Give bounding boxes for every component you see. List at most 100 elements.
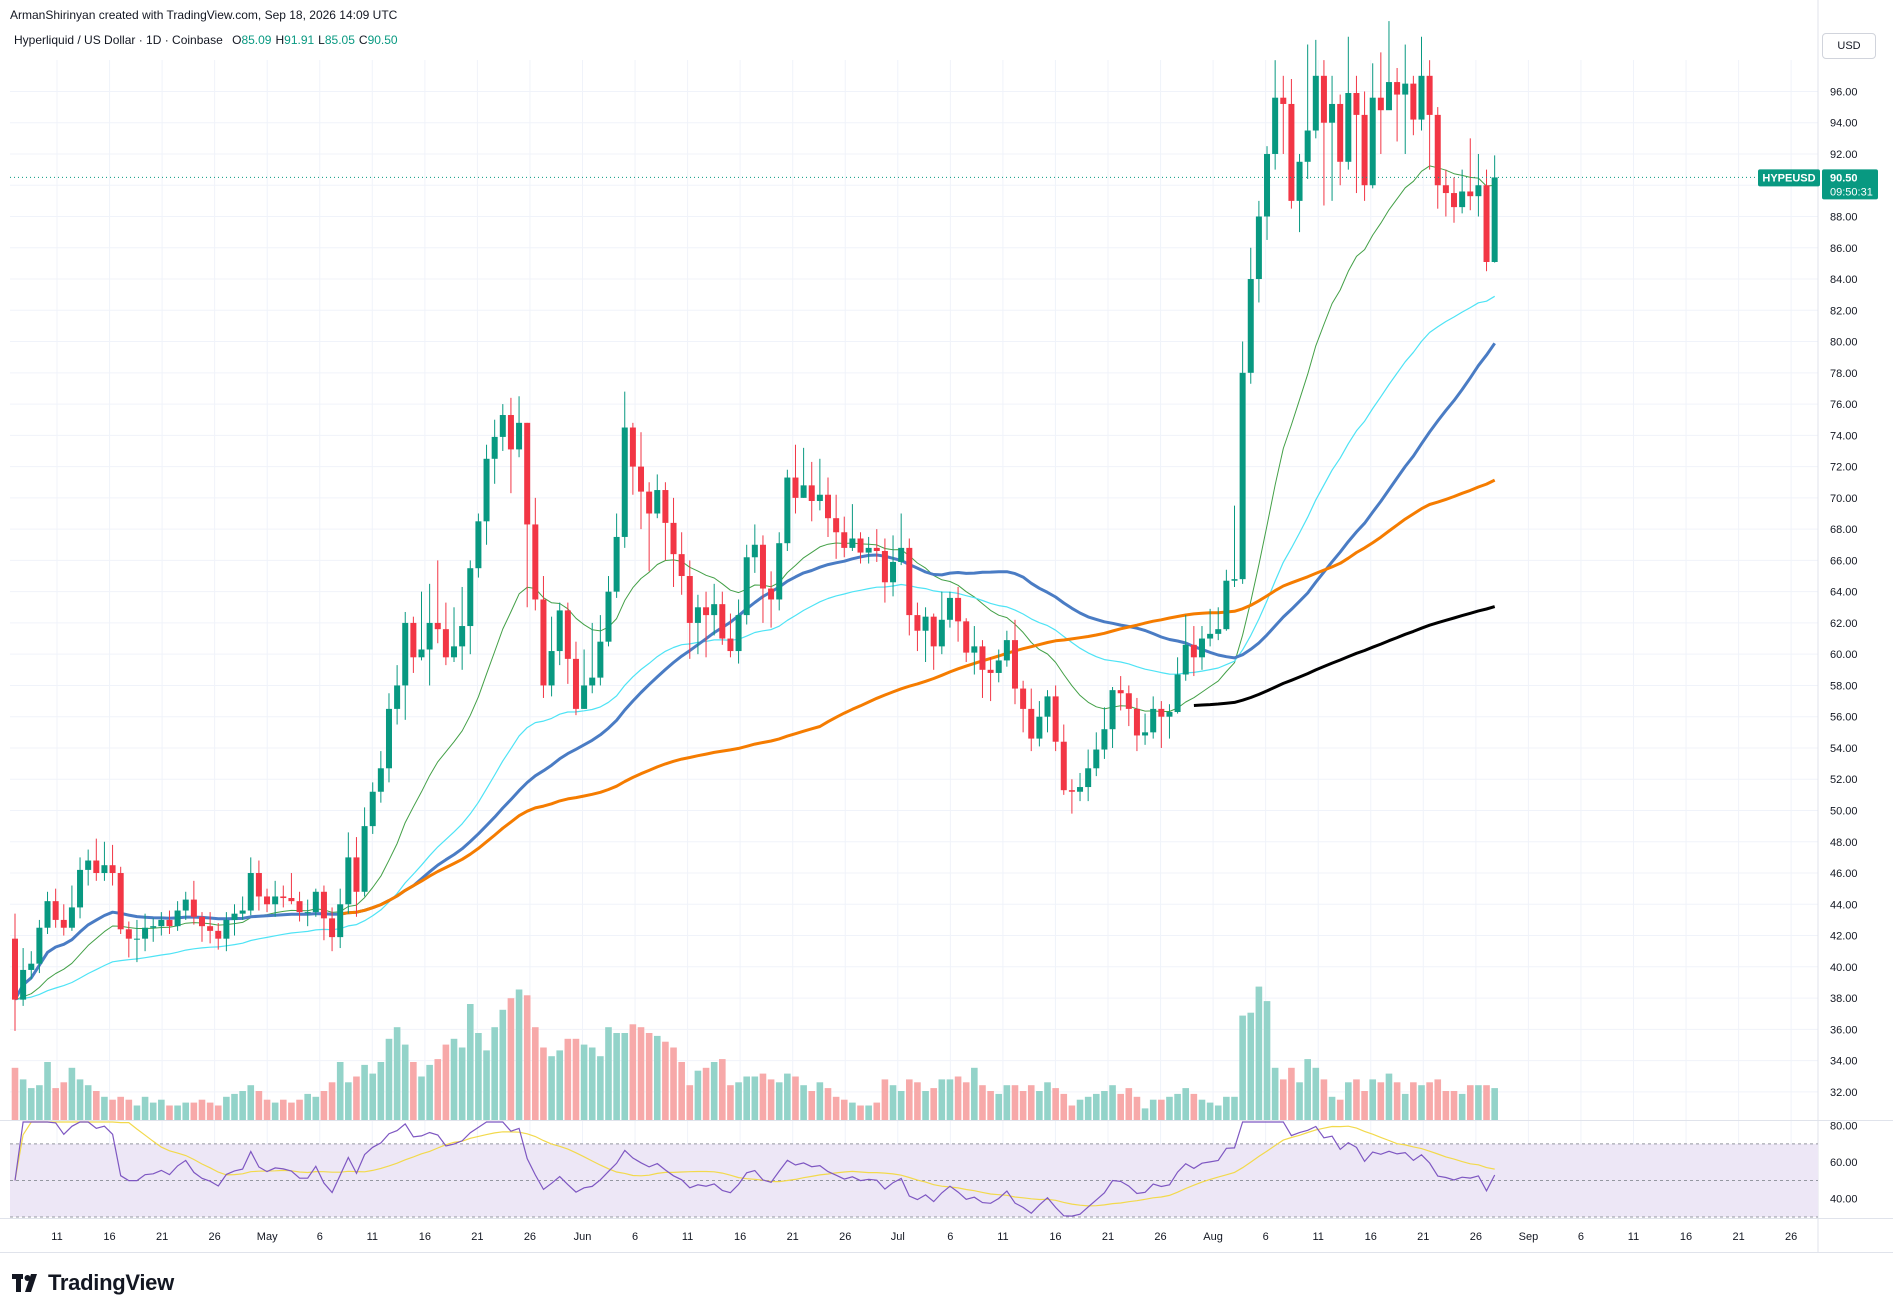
price-tick-label: 32.00 [1830, 1087, 1858, 1099]
volume-bar [466, 1004, 474, 1120]
volume-bar [1410, 1082, 1417, 1120]
volume-bar [158, 1099, 165, 1120]
volume-bar [336, 1062, 344, 1120]
volume-bar [588, 1047, 596, 1120]
volume-bar [1304, 1059, 1311, 1120]
candle-down [540, 599, 547, 686]
candle-down [320, 891, 327, 919]
candle-up [621, 427, 628, 537]
volume-bar [1052, 1088, 1059, 1120]
ma-100-line [339, 478, 1496, 916]
candle-down [670, 522, 677, 555]
candle-down [288, 898, 295, 902]
candle-up [418, 649, 425, 658]
candle-down [906, 547, 913, 616]
volume-bar [938, 1079, 946, 1120]
volume-bar [84, 1085, 92, 1120]
candle-down [1158, 708, 1165, 717]
symbol-tag-label: HYPEUSD [1762, 172, 1815, 184]
price-tick-label: 86.00 [1830, 243, 1858, 255]
candle-down [825, 494, 831, 519]
currency-selector[interactable]: USD [1822, 33, 1876, 59]
volume-bar [800, 1085, 807, 1120]
volume-bar [824, 1088, 832, 1120]
volume-bar [450, 1038, 458, 1120]
candle-down [857, 538, 864, 553]
candle-up [784, 477, 791, 544]
volume-bar [1450, 1091, 1458, 1120]
time-tick-label: 26 [1154, 1231, 1166, 1243]
price-tick-label: 56.00 [1830, 712, 1858, 724]
ma-20-line [14, 165, 1495, 1001]
candle-up [1036, 716, 1043, 739]
price-tick-label: 46.00 [1830, 868, 1858, 880]
candle-down [727, 638, 734, 652]
candle-up [751, 544, 758, 558]
volume-bar [1125, 1088, 1133, 1120]
volume-bar [491, 1027, 498, 1120]
volume-bar [515, 989, 523, 1120]
candle-down [1483, 185, 1490, 262]
volume-bar [613, 1033, 620, 1120]
candle-up [304, 912, 311, 914]
candle-up [1109, 690, 1116, 730]
rsi-ma-line [14, 1121, 1495, 1207]
volume-bar [52, 1088, 59, 1120]
volume-bar [101, 1096, 108, 1120]
time-tick-label: 11 [51, 1231, 62, 1243]
candle-up [890, 561, 897, 583]
tradingview-logo[interactable]: TradingView [12, 1270, 174, 1296]
time-tick-label: 11 [1628, 1231, 1639, 1243]
volume-bar [759, 1073, 767, 1120]
volume-bar [694, 1070, 702, 1120]
volume-bar [206, 1102, 214, 1120]
volume-bar [1044, 1082, 1051, 1120]
candle-down [93, 860, 100, 874]
candlesticks [12, 21, 1498, 1031]
candle-down [255, 873, 262, 897]
candle-down [12, 938, 18, 1000]
candle-up [735, 615, 742, 652]
candle-down [442, 629, 449, 658]
candle-up [816, 494, 823, 501]
candle-up [44, 901, 51, 928]
price-tick-label: 78.00 [1830, 368, 1858, 380]
volume-bar [1247, 1012, 1255, 1120]
time-tick-label: Aug [1203, 1231, 1223, 1243]
grid [0, 0, 1893, 1253]
volume-bar [166, 1105, 173, 1120]
candle-down [808, 485, 815, 501]
volume-bar [475, 1033, 482, 1120]
volume-bar [1198, 1099, 1206, 1120]
volume-bar [1003, 1085, 1011, 1120]
volume-bar [361, 1064, 368, 1120]
volume-bar [1385, 1073, 1393, 1120]
time-tick-label: 26 [1470, 1231, 1482, 1243]
volume-bar [751, 1076, 759, 1120]
price-tick-label: 96.00 [1830, 86, 1858, 98]
candle-up [28, 963, 35, 970]
volume-bar [1483, 1085, 1490, 1120]
candle-up [1264, 153, 1271, 217]
volume-bar [987, 1091, 994, 1120]
volume-bar [1393, 1082, 1401, 1120]
candle-up [922, 616, 929, 631]
volume-bar [727, 1085, 734, 1120]
volume-bar [865, 1105, 872, 1120]
symbol-legend[interactable]: Hyperliquid / US Dollar · 1D · Coinbase … [14, 33, 398, 47]
volume-bar [922, 1091, 929, 1120]
volume-bar [93, 1091, 100, 1120]
volume-bar [239, 1091, 246, 1120]
volume-bar [548, 1056, 555, 1120]
candle-up [1093, 749, 1100, 769]
time-tick-label: 26 [839, 1231, 851, 1243]
candle-up [1142, 732, 1149, 736]
candle-down [719, 604, 726, 639]
candle-down [678, 554, 685, 577]
volume-bar [76, 1079, 84, 1120]
candle-up [1304, 130, 1311, 162]
candle-down [987, 669, 994, 673]
volume-bar [662, 1041, 669, 1120]
time-tick-label: 6 [947, 1231, 953, 1243]
